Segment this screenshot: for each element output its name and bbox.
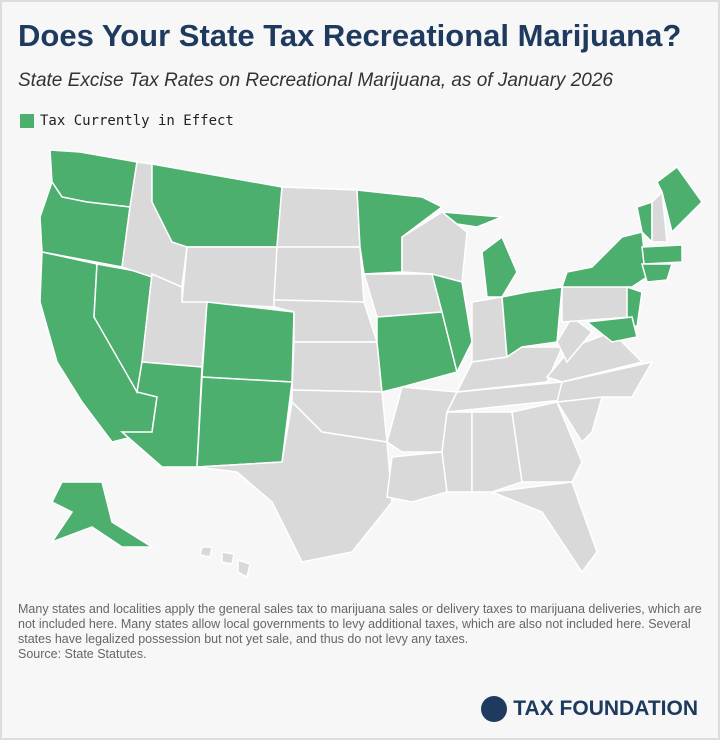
state bbox=[199, 546, 213, 558]
state bbox=[151, 163, 283, 248]
state bbox=[273, 246, 365, 303]
subtitle: State Excise Tax Rates on Recreational M… bbox=[18, 70, 613, 91]
note-text: Many states and localities apply the gen… bbox=[18, 602, 702, 646]
logo: TAX FOUNDATION bbox=[481, 696, 698, 722]
us-map bbox=[39, 149, 703, 579]
state bbox=[276, 186, 361, 248]
state bbox=[641, 263, 674, 283]
state bbox=[441, 411, 473, 493]
state bbox=[181, 246, 278, 308]
state bbox=[237, 558, 251, 579]
legend: Tax Currently in Effect bbox=[20, 113, 234, 129]
state bbox=[196, 400, 393, 563]
state bbox=[481, 235, 518, 298]
legend-swatch bbox=[20, 114, 34, 128]
state bbox=[439, 211, 503, 228]
state bbox=[556, 315, 594, 364]
state bbox=[362, 273, 443, 318]
title: Does Your State Tax Recreational Marijua… bbox=[18, 18, 682, 53]
state bbox=[491, 481, 598, 574]
state bbox=[471, 296, 508, 363]
state bbox=[386, 451, 448, 503]
state bbox=[50, 481, 155, 548]
footnote: Many states and localities apply the gen… bbox=[18, 602, 708, 662]
state bbox=[560, 231, 648, 288]
logo-text: TAX FOUNDATION bbox=[513, 697, 698, 720]
state bbox=[585, 316, 638, 343]
state bbox=[651, 190, 668, 243]
state bbox=[511, 401, 583, 483]
state bbox=[556, 360, 654, 403]
logo-icon bbox=[481, 696, 508, 722]
state bbox=[471, 411, 523, 493]
state bbox=[221, 551, 235, 565]
state bbox=[196, 376, 293, 468]
state bbox=[430, 272, 473, 375]
state bbox=[561, 281, 633, 323]
state bbox=[291, 341, 383, 393]
state bbox=[656, 165, 703, 234]
legend-label: Tax Currently in Effect bbox=[40, 113, 234, 129]
source: Source: State Statutes. bbox=[18, 647, 147, 661]
state bbox=[201, 301, 295, 383]
state bbox=[641, 244, 683, 265]
